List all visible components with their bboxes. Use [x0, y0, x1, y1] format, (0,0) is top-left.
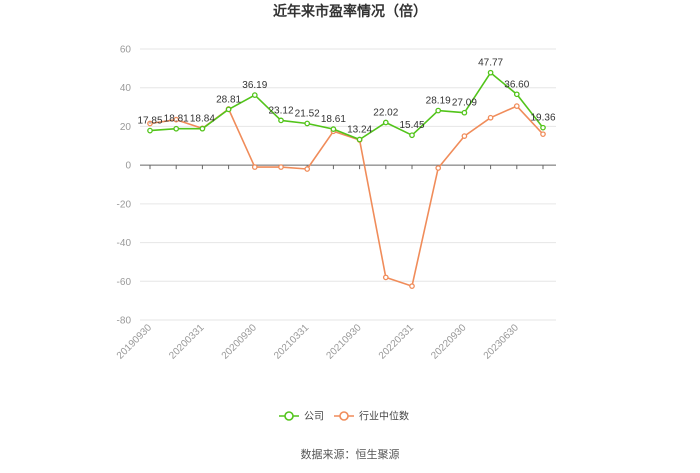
industry-median-point — [540, 131, 546, 138]
industry-median-point — [173, 116, 180, 123]
data-label: 28.19 — [426, 96, 451, 107]
industry-median-point — [304, 166, 311, 172]
data-label: 18.81 — [164, 114, 189, 125]
company-point — [356, 136, 363, 143]
legend-label: 公司 — [304, 412, 324, 423]
industry-median-point — [278, 164, 284, 170]
y-axis: -80 -60 -40 -20 0 20 40 60 — [117, 45, 132, 327]
data-label: 36.60 — [504, 79, 529, 90]
legend-label: 行业中位数 — [359, 410, 409, 423]
company-point — [199, 125, 206, 132]
company-point — [304, 120, 311, 127]
data-label: 36.19 — [242, 80, 267, 91]
y-tick-label: -80 — [117, 316, 132, 327]
x-tick-label: 20190930 — [115, 322, 155, 362]
company-point — [382, 119, 389, 126]
data-label: 23.12 — [268, 105, 293, 116]
x-axis: 20190930 20200331 20200930 20210331 20210930… — [115, 165, 544, 362]
data-label: 15.45 — [399, 120, 424, 131]
x-tick-label: 20210331 — [272, 322, 312, 362]
y-tick-label: -40 — [117, 238, 132, 249]
y-tick-label: 20 — [120, 122, 132, 133]
data-label: 22.02 — [373, 108, 398, 119]
legend: 公司 行业中位数 — [279, 410, 409, 423]
x-tick-label: 20200930 — [220, 322, 260, 362]
industry-median-point — [382, 274, 389, 281]
industry-median-point — [147, 120, 153, 127]
y-tick-label: -60 — [117, 277, 132, 288]
company-point — [487, 69, 494, 76]
series-line-company — [149, 71, 544, 141]
chart-title: 近年来市盈率情况（倍） — [273, 3, 427, 19]
company-point — [435, 107, 442, 114]
y-tick-label: -20 — [117, 199, 132, 210]
industry-median-point — [487, 114, 494, 121]
data-label: 18.84 — [190, 114, 215, 125]
data-label: 47.77 — [478, 58, 503, 69]
company-point — [540, 124, 546, 131]
data-source: 数据来源：恒生聚源 — [301, 447, 400, 461]
data-label: 27.09 — [452, 98, 477, 109]
legend-marker — [284, 411, 294, 421]
y-tick-label: 0 — [125, 161, 131, 172]
y-tick-label: 60 — [120, 45, 132, 56]
data-label: 13.24 — [347, 125, 372, 136]
data-label: 28.81 — [216, 94, 241, 105]
x-tick-label: 20220930 — [429, 322, 469, 362]
company-point — [225, 106, 232, 113]
data-label: 17.85 — [137, 116, 162, 127]
data-label: 18.61 — [321, 114, 346, 125]
y-tick-label: 40 — [120, 83, 132, 94]
data-label: 19.36 — [530, 113, 555, 124]
x-tick-label: 20200331 — [167, 322, 207, 362]
company-point — [251, 92, 258, 98]
company-point — [173, 125, 180, 132]
industry-median-point — [513, 103, 520, 109]
series-lines — [147, 69, 546, 289]
x-tick-label: 20220331 — [377, 322, 417, 362]
data-label: 21.52 — [295, 108, 320, 119]
company-point — [278, 117, 284, 124]
company-point — [409, 132, 415, 139]
company-point — [147, 127, 153, 134]
company-point — [513, 91, 520, 98]
grid-lines — [140, 48, 556, 321]
company-point — [461, 109, 468, 116]
x-tick-label: 20210930 — [324, 322, 364, 362]
company-point — [330, 126, 337, 132]
x-tick-label: 20230630 — [482, 322, 522, 362]
industry-median-point — [461, 133, 468, 139]
industry-median-point — [409, 283, 415, 289]
industry-median-point — [251, 164, 258, 170]
legend-marker — [339, 411, 349, 421]
industry-median-point — [435, 165, 442, 171]
